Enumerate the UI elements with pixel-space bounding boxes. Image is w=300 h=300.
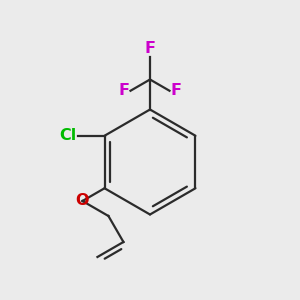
Text: Cl: Cl	[59, 128, 76, 143]
Text: O: O	[76, 194, 89, 208]
Text: F: F	[118, 83, 129, 98]
Text: F: F	[171, 83, 182, 98]
Text: F: F	[145, 40, 155, 56]
